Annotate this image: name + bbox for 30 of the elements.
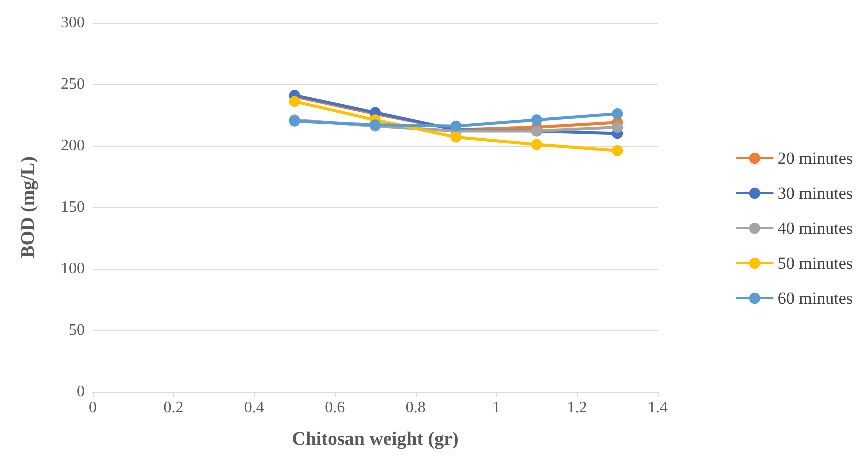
x-tick-label: 0.4	[244, 400, 264, 416]
y-tick-label: 200	[61, 138, 85, 154]
point	[531, 114, 542, 126]
legend-label: 20 minutes	[778, 149, 854, 168]
y-tick-label: 250	[61, 76, 85, 93]
point	[612, 122, 624, 134]
x-tick-label: 0.6	[325, 400, 346, 416]
point	[531, 139, 542, 150]
x-tick-label: 0.8	[406, 400, 426, 416]
legend-label: 30 minutes	[778, 184, 854, 203]
legend-label: 50 minutes	[778, 254, 854, 273]
x-tick-label: 1.4	[648, 400, 668, 416]
y-axis-title: BOD (mg/L)	[18, 156, 39, 258]
point	[612, 145, 624, 156]
legend-label: 40 minutes	[778, 219, 854, 238]
y-tick-label: 0	[77, 384, 85, 400]
y-tick-label: 300	[61, 14, 85, 32]
y-tick-label: 50	[69, 322, 85, 339]
legend-label: 60 minutes	[778, 289, 854, 308]
x-tick-label: 0.2	[164, 400, 184, 416]
point	[450, 132, 462, 143]
point	[289, 96, 300, 108]
x-tick-label: 1	[492, 400, 501, 416]
x-axis-title: Chitosan weight (gr)	[292, 429, 459, 450]
x-tick-label: 0	[89, 400, 97, 416]
y-tick-label: 150	[61, 199, 85, 216]
point	[450, 120, 462, 132]
point	[612, 108, 624, 120]
x-tick-label: 1.2	[567, 400, 588, 416]
y-tick-label: 100	[61, 260, 85, 278]
